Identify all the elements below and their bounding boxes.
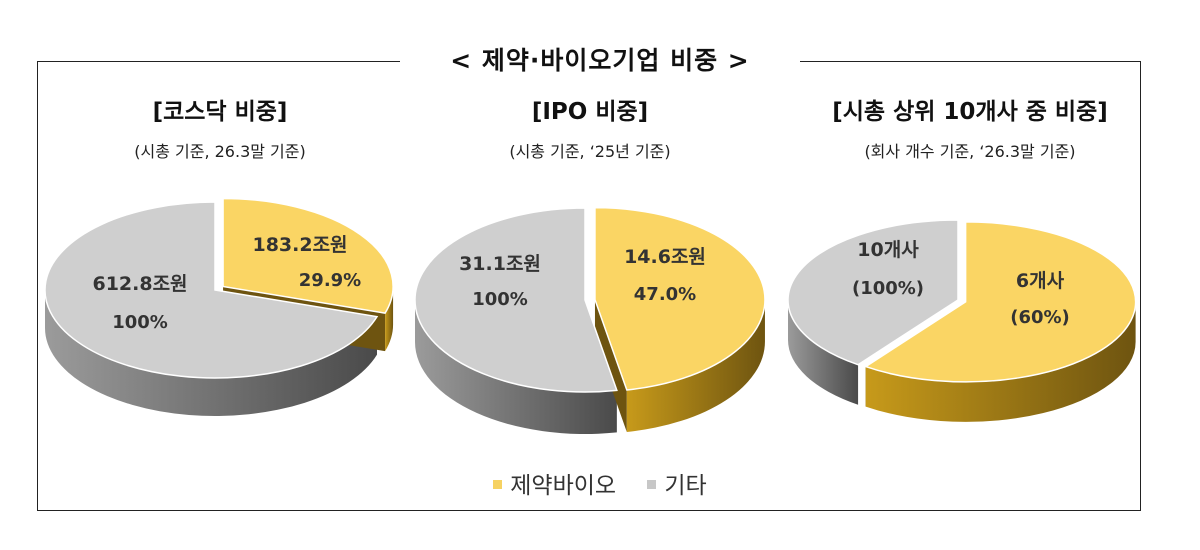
pie-slice-other	[787, 219, 959, 366]
pie-side-bio	[626, 299, 765, 432]
pie-side-other	[415, 300, 617, 434]
main-title: < 제약·바이오기업 비중 >	[400, 40, 800, 82]
chart-title-top10: [시총 상위 10개사 중 비중]	[832, 99, 1108, 125]
slice-label-pct-other: (100%)	[852, 278, 924, 299]
legend-item-bio: 제약바이오	[493, 466, 616, 500]
legend-swatch-bio	[493, 480, 503, 489]
legend-swatch-other	[647, 480, 657, 489]
pie-slice-bio	[594, 206, 766, 391]
chart-subtitle-kosdaq: (시총 기준, 26.3말 기준)	[134, 142, 306, 161]
pie-kosdaq: 183.2조원 29.9% 612.8조원 100%	[44, 197, 394, 416]
pie-side-bio	[865, 301, 1136, 422]
slice-label-value-other: 10개사	[857, 239, 919, 261]
chart-subtitle-top10: (회사 개수 기준, ‘26.3말 기준)	[864, 142, 1076, 161]
chart-title-kosdaq: [코스닥 비중]	[152, 99, 288, 125]
slice-label-pct-other: 100%	[112, 312, 168, 333]
slice-label-value-other: 31.1조원	[459, 253, 541, 275]
slice-label-pct-bio: (60%)	[1010, 307, 1070, 328]
legend-label-other: 기타	[664, 473, 707, 499]
legend: 제약바이오 기타	[0, 466, 1200, 500]
pie-wall-bio	[594, 299, 627, 432]
pie-side-other	[788, 300, 859, 405]
slice-label-value-bio: 14.6조원	[624, 246, 706, 268]
pie-side-other	[45, 290, 378, 416]
chart-subtitle-ipo: (시총 기준, ‘25년 기준)	[509, 142, 671, 161]
pie-slice-bio	[222, 197, 394, 314]
slice-label-pct-bio: 47.0%	[634, 284, 696, 305]
pie-slice-other	[44, 201, 379, 379]
pie-top10: 6개사 (60%) 10개사 (100%)	[787, 219, 1137, 422]
slice-label-value-bio: 183.2조원	[252, 234, 347, 256]
legend-label-bio: 제약바이오	[510, 473, 617, 499]
slice-label-value-bio: 6개사	[1016, 270, 1065, 292]
pie-slice-bio	[863, 221, 1137, 383]
slice-label-pct-other: 100%	[472, 289, 528, 310]
slice-label-value-other: 612.8조원	[92, 273, 187, 295]
pie-slice-other	[414, 207, 618, 393]
pie-ipo: 14.6조원 47.0% 31.1조원 100%	[414, 206, 766, 434]
slice-label-pct-bio: 29.9%	[299, 270, 361, 291]
legend-item-other: 기타	[647, 466, 707, 500]
chart-title-ipo: [IPO 비중]	[531, 99, 649, 125]
pie-side-bio	[385, 286, 394, 352]
